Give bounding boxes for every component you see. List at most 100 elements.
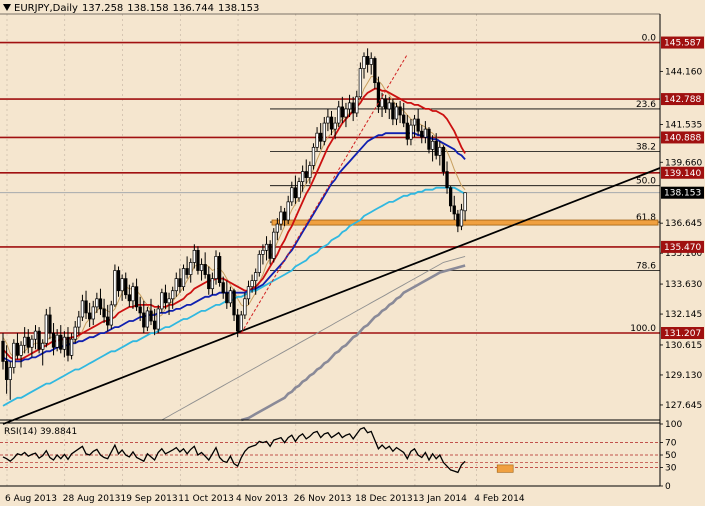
fib-level-label: 78.6 [636,262,656,272]
candle-body [329,116,334,130]
candle-body [344,108,348,118]
y-tick-label: 141.535 [665,120,702,130]
candle-body [282,211,287,221]
y-tick-label: 129.130 [665,371,702,381]
level-price-label: 142.788 [664,95,701,105]
y-tick-label: 130.615 [665,341,702,351]
candle-body [402,114,406,124]
candle-body [138,306,142,314]
rsi-line [2,426,466,474]
candle-body [272,231,276,259]
moving-average-line [2,87,466,361]
candle-body [347,102,352,110]
y-tick-label: 127.645 [665,401,702,411]
candle-body [459,209,464,227]
candle-body [362,56,366,69]
candle-body [387,102,391,110]
candle-body [308,165,312,178]
rsi-y-tick-label: 70 [665,439,677,449]
level-price-box [661,36,704,49]
fib-level-label: 100.0 [630,324,656,334]
candle-body [1,340,5,362]
fib-level-label: 0.0 [642,34,657,44]
candle-body [412,118,417,126]
candles [1,48,467,400]
candle-body [134,286,139,308]
candle-body [156,308,160,330]
candle-body [127,294,132,302]
candle-body [69,338,74,356]
rsi-label: RSI(14) 39.8841 [4,427,77,437]
candle-body [185,268,189,275]
candle-body [80,300,85,318]
candle-body [174,278,178,292]
candle-body [315,132,319,148]
candle-body [358,68,363,98]
candle-body [286,201,290,221]
rsi-oversold-box [496,464,514,473]
level-price-box [661,240,704,253]
rsi-y-tick-label: 50 [665,451,677,461]
candle-body [163,292,168,304]
candle-body [8,367,12,380]
candle-body [225,292,229,304]
level-price-box [661,131,704,144]
candle-body [279,211,283,225]
candle-body [243,298,247,316]
candle-body [456,213,460,227]
rsi-y-tick-label: 0 [665,482,671,492]
candle-body [228,290,233,304]
candle-body [293,187,298,199]
candle-body [438,146,442,156]
candle-body [113,270,117,306]
candle-body [221,282,225,294]
y-tick-label: 144.160 [665,67,702,77]
candle-body [376,82,381,108]
candle-body [120,278,124,292]
candle-body [207,274,211,290]
candle-body [384,98,388,110]
fib-level-label: 23.6 [636,100,656,110]
candle-body [84,300,88,314]
current-price-box [661,186,704,199]
y-tick-label: 132.145 [665,310,702,320]
candle-body [196,249,200,271]
candle-body [420,130,424,138]
candle-body [369,58,373,65]
candle-body [62,336,67,350]
x-tick-label: 6 Aug 2013 [5,494,57,504]
candle-body [322,122,326,142]
candle-body [300,171,305,183]
candle-body [333,122,337,130]
fib-level-label: 38.2 [636,142,656,152]
candle-body [142,312,146,328]
candle-body [254,272,258,281]
ascending-trendline [2,167,661,425]
candle-body [214,256,218,279]
candle-body [77,316,81,328]
candle-body [398,106,402,116]
x-tick-label: 26 Nov 2013 [294,494,352,504]
candle-body [167,298,171,304]
rsi-y-tick-label: 30 [665,463,677,473]
candle-body [160,292,164,310]
chart-title: EURJPY,Daily 137.258 138.158 136.744 138.153 [14,3,259,14]
candle-body [48,314,52,334]
symbol-dropdown-icon[interactable] [3,4,11,11]
candle-body [304,171,308,178]
level-price-label: 145.587 [664,39,701,49]
candle-body [149,310,153,322]
x-tick-label: 19 Sep 2013 [121,494,178,504]
candle-body [189,262,193,275]
candle-body [326,116,330,124]
candle-body [192,249,196,263]
candle-body [246,286,251,300]
candle-body [430,140,435,150]
candle-body [409,124,413,140]
candle-body [441,146,446,172]
level-price-label: 131.207 [664,329,701,339]
level-price-box [661,166,704,179]
candle-body [268,243,272,259]
chart-header: EURJPY,Daily 137.258 138.158 136.744 138.153 [3,3,259,14]
candle-body [152,320,157,330]
